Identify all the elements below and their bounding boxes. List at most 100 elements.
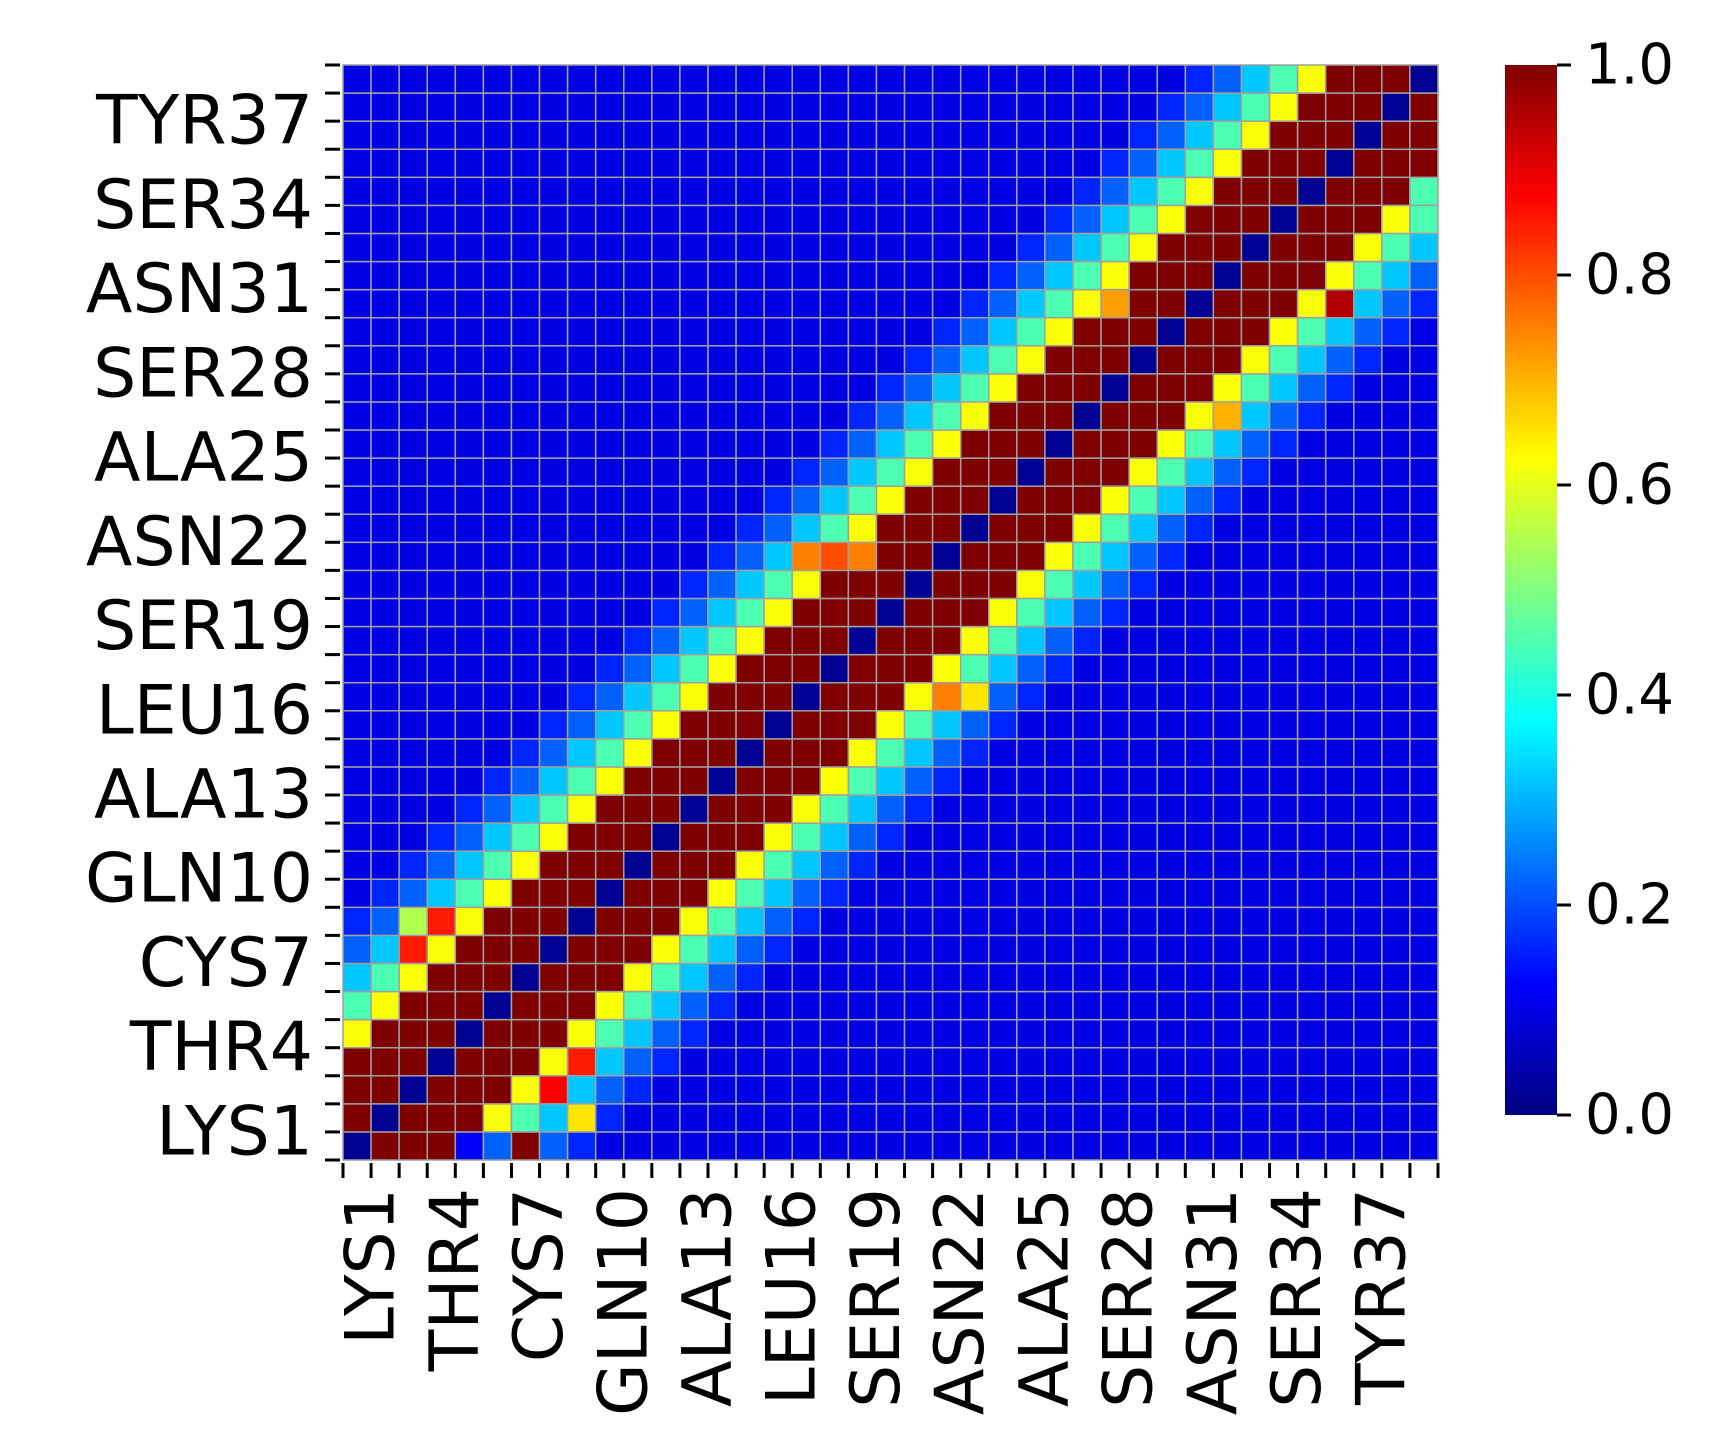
heatmap-cell — [931, 260, 962, 291]
heatmap-cell — [1184, 485, 1215, 515]
heatmap-cell — [566, 850, 597, 880]
heatmap-cell — [1128, 1103, 1158, 1133]
heatmap-cell — [903, 316, 934, 347]
heatmap-cell — [482, 1018, 513, 1049]
heatmap-cell — [847, 850, 878, 880]
heatmap-cell — [1044, 653, 1074, 684]
heatmap-cell — [1184, 1018, 1215, 1049]
heatmap-cell — [959, 260, 990, 291]
heatmap-cell — [819, 1018, 850, 1049]
heatmap-cell — [847, 232, 878, 263]
heatmap-cell — [1296, 822, 1327, 852]
heatmap-cell — [651, 569, 681, 600]
heatmap-cell — [679, 1131, 709, 1161]
heatmap-cell — [482, 766, 513, 796]
heatmap-cell — [594, 316, 625, 347]
heatmap-cell — [342, 288, 372, 319]
heatmap-cell — [1156, 738, 1187, 768]
heatmap-cell — [594, 120, 625, 150]
heatmap-cell — [707, 457, 737, 487]
heatmap-cell — [1240, 541, 1271, 572]
heatmap-cell — [1044, 934, 1074, 965]
heatmap-cell — [510, 92, 541, 122]
heatmap-cell — [735, 990, 765, 1021]
heatmap-cell — [1296, 878, 1327, 909]
heatmap-cell — [342, 710, 372, 740]
heatmap-cell — [875, 794, 906, 824]
heatmap-cell — [1381, 288, 1411, 319]
heatmap-cell — [1212, 906, 1243, 937]
heatmap-cell — [538, 485, 569, 515]
heatmap-cell — [594, 1075, 625, 1105]
heatmap-cell — [398, 569, 428, 600]
heatmap-cell — [763, 120, 793, 150]
heatmap-cell — [1128, 232, 1158, 263]
heatmap-cell — [707, 92, 737, 122]
heatmap-cell — [1016, 148, 1046, 179]
heatmap-cell — [1016, 653, 1046, 684]
heatmap-cell — [1268, 569, 1299, 600]
heatmap-cell — [1240, 513, 1271, 544]
heatmap-cell — [791, 822, 822, 852]
heatmap-cell — [510, 822, 541, 852]
heatmap-cell — [1184, 148, 1215, 179]
heatmap-cell — [1353, 345, 1383, 375]
heatmap-cell — [1212, 64, 1243, 94]
heatmap-cell — [482, 373, 513, 403]
heatmap-cell — [426, 1018, 457, 1049]
heatmap-cell — [988, 176, 1018, 207]
heatmap-cell — [651, 148, 681, 179]
heatmap-cell — [875, 766, 906, 796]
heatmap-cell — [651, 373, 681, 403]
heatmap-cell — [903, 822, 934, 852]
heatmap-cell — [988, 625, 1018, 656]
heatmap-cell — [903, 64, 934, 94]
heatmap-cell — [594, 962, 625, 993]
heatmap-cell — [651, 710, 681, 740]
heatmap-cell — [651, 653, 681, 684]
heatmap-cell — [819, 794, 850, 824]
heatmap-cell — [903, 990, 934, 1021]
heatmap-cell — [875, 429, 906, 459]
heatmap-cell — [1156, 260, 1187, 291]
heatmap-cell — [594, 597, 625, 628]
heatmap-cell — [1156, 822, 1187, 852]
heatmap-cell — [426, 1046, 457, 1077]
heatmap-cell — [1353, 766, 1383, 796]
heatmap-cell — [819, 513, 850, 544]
heatmap-cell — [566, 345, 597, 375]
heatmap-cell — [1409, 569, 1439, 600]
heatmap-cell — [1072, 710, 1102, 740]
heatmap-cell — [1324, 710, 1355, 740]
heatmap-cell — [1072, 148, 1102, 179]
heatmap-cell — [342, 990, 372, 1021]
heatmap-cell — [1409, 878, 1439, 909]
heatmap-cell — [791, 906, 822, 937]
heatmap-cell — [1409, 485, 1439, 515]
heatmap-cell — [1353, 653, 1383, 684]
heatmap-cell — [1184, 92, 1215, 122]
heatmap-cell — [1381, 625, 1411, 656]
heatmap-cell — [1212, 513, 1243, 544]
heatmap-cell — [482, 878, 513, 909]
heatmap-cell — [566, 373, 597, 403]
heatmap-cell — [342, 204, 372, 235]
heatmap-cell — [931, 962, 962, 993]
heatmap-cell — [875, 625, 906, 656]
heatmap-cell — [426, 597, 457, 628]
heatmap-cell — [651, 625, 681, 656]
heatmap-cell — [342, 962, 372, 993]
heatmap-cell — [1100, 120, 1130, 150]
heatmap-cell — [1184, 1046, 1215, 1077]
heatmap-cell — [426, 681, 457, 712]
heatmap-cell — [791, 766, 822, 796]
heatmap-cell — [454, 513, 485, 544]
heatmap-cell — [623, 345, 653, 375]
heatmap-cell — [454, 288, 485, 319]
heatmap-cell — [1072, 738, 1102, 768]
heatmap-cell — [707, 653, 737, 684]
heatmap-cell — [1353, 316, 1383, 347]
heatmap-cell — [959, 738, 990, 768]
heatmap-cell — [1156, 513, 1187, 544]
heatmap-cell — [1016, 822, 1046, 852]
